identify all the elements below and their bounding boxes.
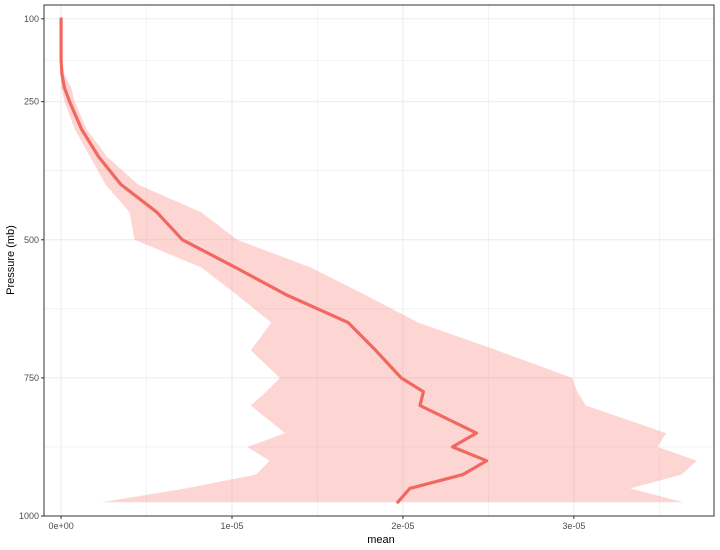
grid-lines <box>44 5 714 517</box>
x-tick-label: 3e-05 <box>562 521 585 531</box>
y-tick-label: 1000 <box>19 511 39 521</box>
y-tick-label: 750 <box>24 373 39 383</box>
y-axis-ticks: 100 250 500 750 1000 <box>19 14 44 521</box>
confidence-ribbon-group <box>61 18 697 503</box>
x-tick-label: 1e-05 <box>220 521 243 531</box>
confidence-ribbon <box>61 18 697 503</box>
y-tick-label: 250 <box>24 97 39 107</box>
x-axis-ticks: 0e+00 1e-05 2e-05 3e-05 <box>48 516 585 531</box>
x-axis-title: mean <box>367 534 395 546</box>
mean-line <box>59 17 489 504</box>
y-axis-title: Pressure (mb) <box>5 225 17 295</box>
y-tick-label: 500 <box>24 235 39 245</box>
panel-border <box>43 4 715 517</box>
x-tick-label: 2e-05 <box>391 521 414 531</box>
mean-line-group <box>59 17 489 504</box>
x-tick-label: 0e+00 <box>48 521 73 531</box>
y-tick-label: 100 <box>24 14 39 24</box>
